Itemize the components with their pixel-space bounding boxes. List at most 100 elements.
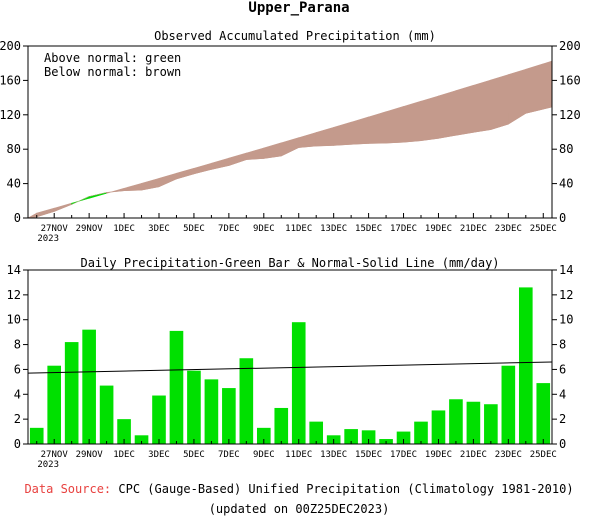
- accum-ytick-label-left: 160: [0, 73, 21, 87]
- below-normal-segment: [246, 147, 265, 160]
- daily-bar: [291, 322, 306, 444]
- below-normal-segment: [298, 132, 317, 148]
- below-normal-segment: [525, 63, 544, 114]
- daily-xtick-label: 29NOV: [76, 450, 104, 460]
- daily-xtick-label: 13DEC: [320, 450, 347, 460]
- daily-bar: [82, 329, 96, 444]
- main-title: Upper_Parana: [248, 0, 350, 16]
- accum-xtick-label: 25DEC: [530, 224, 557, 234]
- daily-xtick-label: 25DEC: [530, 450, 557, 460]
- daily-xtick-label: 5DEC: [183, 450, 205, 460]
- below-normal-segment: [123, 182, 142, 192]
- daily-ytick-label-left: 14: [7, 263, 21, 277]
- daily-bar: [449, 399, 463, 444]
- accum-xtick-label: 21DEC: [460, 224, 487, 234]
- accum-xtick-label: 27NOV: [41, 224, 69, 234]
- accum-xtick-label: 3DEC: [148, 224, 170, 234]
- daily-ytick-label-left: 2: [14, 412, 21, 426]
- accum-xtick-label: 9DEC: [253, 224, 275, 234]
- accum-ytick-label-right: 80: [559, 142, 573, 156]
- accum-xtick-label: 5DEC: [183, 224, 205, 234]
- daily-plot-frame: [27, 269, 553, 445]
- daily-bar: [484, 404, 498, 444]
- accum-xtick-label: 23DEC: [495, 224, 522, 234]
- accum-ytick-label-right: 120: [559, 108, 581, 122]
- daily-ytick-label-right: 4: [559, 387, 566, 401]
- daily-xtick-label: 17DEC: [390, 450, 417, 460]
- accum-xtick-label: 11DEC: [285, 224, 312, 234]
- daily-ytick-label-left: 0: [14, 437, 21, 451]
- accum-xtick-sublabel: 2023: [37, 234, 59, 244]
- daily-xtick-label: 15DEC: [355, 450, 382, 460]
- daily-bar: [274, 407, 289, 444]
- accum-ytick-label-right: 40: [559, 177, 573, 191]
- accumulated-y-axis: 0 0 40 40 80 80 120 120 160 160 200 200: [0, 39, 581, 225]
- data-source-label: Data Source:: [24, 482, 112, 496]
- daily-bar: [47, 365, 62, 444]
- data-source-line: Data Source: CPC (Gauge-Based) Unified P…: [0, 482, 598, 496]
- daily-bar: [169, 330, 184, 444]
- accum-ytick-label-left: 120: [0, 108, 21, 122]
- daily-bar: [466, 401, 481, 444]
- daily-ytick-label-right: 2: [559, 412, 566, 426]
- accum-xtick-label: 13DEC: [320, 224, 347, 234]
- daily-xtick-label: 9DEC: [253, 450, 275, 460]
- daily-bar: [187, 370, 201, 444]
- daily-bar: [29, 427, 44, 444]
- daily-xtick-label: 23DEC: [495, 450, 522, 460]
- accum-xtick-label: 7DEC: [218, 224, 240, 234]
- accumulated-plot-frame: [27, 45, 553, 219]
- below-normal-segment: [368, 111, 387, 144]
- daily-ytick-label-right: 8: [559, 338, 566, 352]
- below-normal-segment: [36, 207, 55, 218]
- below-normal-segment: [333, 121, 352, 146]
- below-normal-segment: [473, 79, 492, 133]
- below-normal-segment: [490, 74, 509, 130]
- below-normal-segment: [420, 95, 439, 142]
- daily-xtick-label: 21DEC: [460, 450, 487, 460]
- data-source-text: CPC (Gauge-Based) Unified Precipitation …: [118, 482, 574, 496]
- below-normal-segment: [385, 106, 404, 144]
- accumulated-precip-chart: Observed Accumulated Precipitation (mm) …: [0, 29, 581, 244]
- accumulated-areas: [27, 60, 553, 219]
- daily-ytick-label-right: 14: [559, 263, 573, 277]
- daily-bar: [256, 427, 271, 444]
- daily-bar: [501, 365, 516, 444]
- accum-ytick-label-right: 200: [559, 39, 581, 53]
- below-normal-segment: [228, 152, 247, 166]
- accum-xtick-label: 15DEC: [355, 224, 382, 234]
- accum-ytick-label-right: 160: [559, 73, 581, 87]
- daily-bar: [414, 421, 428, 444]
- daily-xtick-label: 19DEC: [425, 450, 452, 460]
- daily-xtick-label: 7DEC: [218, 450, 240, 460]
- daily-precip-chart: Daily Precipitation-Green Bar & Normal-S…: [7, 256, 574, 470]
- daily-ytick-label-left: 12: [7, 288, 21, 302]
- daily-ytick-label-left: 10: [7, 313, 21, 327]
- legend-below-normal: Below normal: brown: [44, 65, 181, 79]
- daily-xtick-label: 1DEC: [113, 450, 135, 460]
- below-normal-segment: [350, 116, 369, 145]
- below-normal-segment: [193, 162, 212, 175]
- accum-ytick-label-right: 0: [559, 211, 566, 225]
- below-normal-segment: [315, 126, 334, 147]
- daily-bar: [239, 358, 254, 444]
- daily-bar: [117, 419, 131, 444]
- below-normal-segment: [280, 137, 300, 157]
- daily-ytick-label-left: 4: [14, 387, 21, 401]
- daily-bar: [536, 383, 551, 444]
- daily-bar: [431, 410, 446, 444]
- daily-ytick-label-right: 12: [559, 288, 573, 302]
- observed-accumulated-line: [27, 106, 553, 219]
- accum-xtick-label: 19DEC: [425, 224, 452, 234]
- accumulated-chart-title: Observed Accumulated Precipitation (mm): [154, 29, 436, 43]
- daily-bar: [152, 395, 166, 444]
- daily-normal-line: [27, 361, 553, 374]
- accum-ytick-label-left: 200: [0, 39, 21, 53]
- accum-ytick-label-left: 40: [7, 177, 21, 191]
- daily-ytick-label-left: 6: [14, 362, 21, 376]
- daily-bar: [344, 429, 358, 444]
- daily-xtick-sublabel: 2023: [37, 460, 59, 470]
- accum-xtick-label: 1DEC: [113, 224, 135, 234]
